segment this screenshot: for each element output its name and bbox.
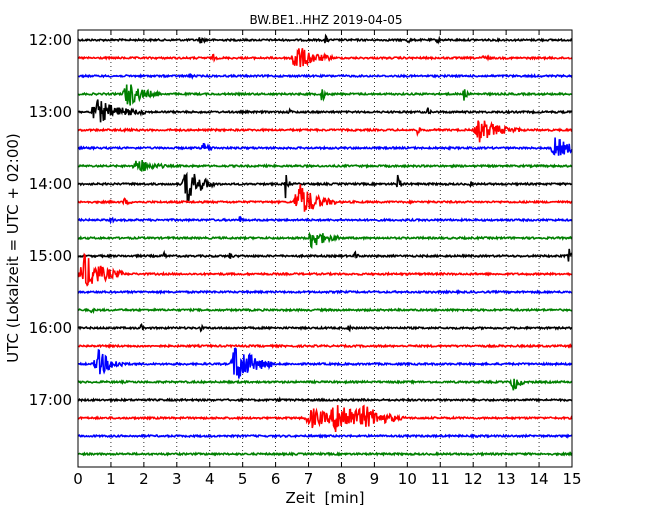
- trace-1500: [77, 248, 573, 262]
- y-tick-label: 14:00: [29, 175, 72, 193]
- trace-1530: [77, 289, 573, 296]
- trace-1700: [77, 396, 573, 403]
- x-tick-label: 12: [464, 470, 483, 488]
- trace-1415: [77, 184, 573, 212]
- trace-1445: [77, 231, 573, 250]
- x-tick-label: 2: [139, 470, 149, 488]
- trace-1430: [77, 215, 573, 225]
- x-axis: 0 1 2 3 4 5 6 7 8 9 10 11 12 13 14 15: [73, 30, 582, 488]
- trace-1630: [77, 347, 573, 379]
- y-tick-label: 16:00: [29, 319, 72, 337]
- trace-1730: [77, 433, 573, 439]
- trace-1400: [77, 171, 573, 203]
- y-axis-label: UTC (Lokalzeit = UTC + 02:00): [4, 133, 22, 363]
- y-axis: 12:00 13:00 14:00 15:00 16:00 17:00: [29, 31, 572, 409]
- trace-1600: [77, 322, 573, 333]
- x-tick-label: 11: [431, 470, 450, 488]
- x-tick-label: 0: [73, 470, 83, 488]
- x-tick-label: 13: [497, 470, 516, 488]
- grid-lines: [110, 30, 540, 467]
- trace-group: [77, 33, 573, 457]
- trace-1245: [77, 84, 573, 106]
- trace-1215: [78, 48, 573, 68]
- x-tick-label: 7: [304, 470, 314, 488]
- trace-1230: [77, 73, 573, 80]
- trace-1715: [77, 404, 573, 432]
- trace-1645: [77, 378, 573, 391]
- y-tick-label: 12:00: [29, 31, 72, 49]
- x-axis-label: Zeit [min]: [285, 489, 364, 507]
- trace-1515: [77, 252, 573, 287]
- x-tick-label: 5: [238, 470, 248, 488]
- plot-frame: [77, 29, 573, 468]
- x-tick-label: 9: [370, 470, 380, 488]
- x-tick-label: 1: [106, 470, 116, 488]
- x-tick-label: 15: [562, 470, 581, 488]
- x-tick-label: 6: [271, 470, 281, 488]
- y-tick-label: 15:00: [29, 247, 72, 265]
- trace-1330: [77, 137, 573, 156]
- x-tick-label: 4: [205, 470, 215, 488]
- trace-1315: [77, 120, 573, 143]
- trace-1545: [78, 307, 573, 315]
- trace-1615: [77, 343, 573, 349]
- y-tick-label: 17:00: [29, 391, 72, 409]
- trace-1345: [77, 160, 572, 173]
- x-tick-label: 3: [172, 470, 182, 488]
- x-tick-label: 10: [398, 470, 417, 488]
- x-tick-label: 14: [530, 470, 549, 488]
- chart-title: BW.BE1..HHZ 2019-04-05: [249, 13, 402, 27]
- y-tick-label: 13:00: [29, 103, 72, 121]
- trace-1300: [77, 99, 573, 123]
- trace-1200: [77, 33, 573, 45]
- trace-1745: [77, 451, 573, 457]
- x-tick-label: 8: [337, 470, 347, 488]
